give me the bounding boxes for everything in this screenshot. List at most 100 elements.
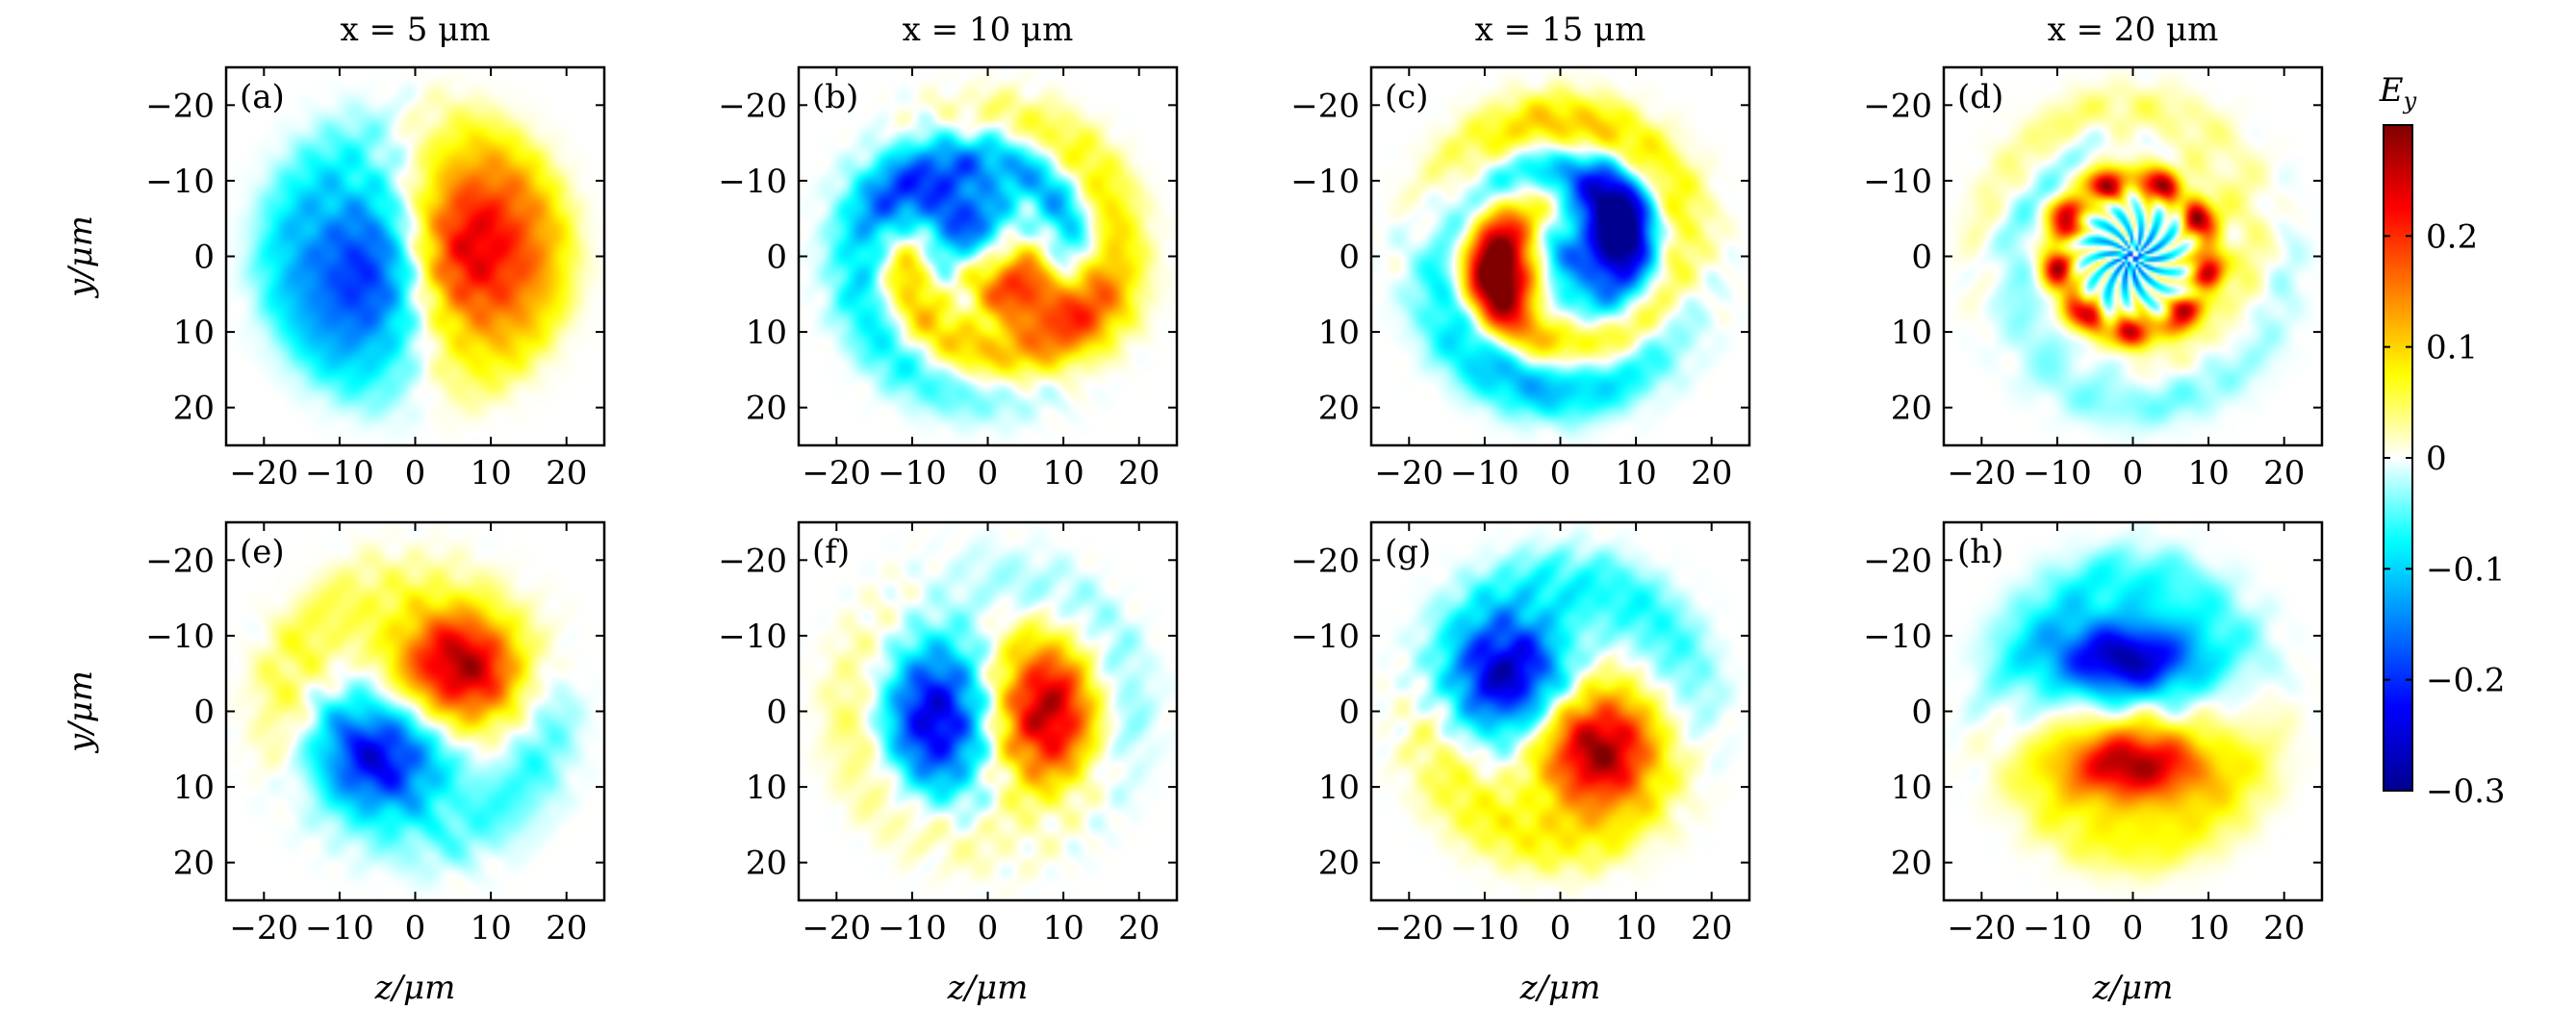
y-tick-label: −10 [1290, 163, 1360, 201]
y-tick-label: −10 [1290, 618, 1360, 656]
y-tick-label: −20 [1290, 542, 1360, 580]
colorbar-tick-label: 0.2 [2426, 217, 2478, 256]
x-tick-label: 20 [2263, 454, 2305, 492]
y-tick-label: 10 [746, 769, 787, 807]
x-tick-label: −10 [878, 454, 947, 492]
y-tick-label: −10 [1863, 618, 1932, 656]
panel-label: (g) [1385, 533, 1431, 571]
y-tick-label: −20 [145, 542, 215, 580]
x-tick-label: 10 [1615, 454, 1656, 492]
y-tick-label: 0 [193, 239, 215, 277]
x-tick-label: 20 [1691, 454, 1732, 492]
y-axis-label: y/μm [62, 215, 100, 299]
heatmap-image [1371, 67, 1749, 445]
y-tick-label: −10 [718, 163, 787, 201]
panel-label: (e) [240, 533, 285, 571]
y-tick-label: 0 [193, 694, 215, 732]
y-tick-label: −10 [1863, 163, 1932, 201]
x-tick-label: 10 [470, 909, 511, 947]
colorbar-tick-label: 0 [2426, 440, 2447, 478]
y-tick-label: −20 [718, 87, 787, 125]
y-tick-label: 0 [1339, 694, 1360, 732]
column-title: x = 15 μm [1475, 11, 1646, 49]
panel-label: (b) [812, 78, 858, 116]
y-tick-label: 20 [1891, 845, 1932, 883]
colorbar-tick-label: 0.1 [2426, 329, 2478, 367]
x-tick-label: 0 [1550, 454, 1571, 492]
y-tick-label: 10 [746, 314, 787, 352]
y-tick-label: −20 [718, 542, 787, 580]
heatmap-image [226, 522, 604, 900]
y-tick-label: 0 [1339, 239, 1360, 277]
x-axis-label: z/μm [374, 969, 456, 1007]
colorbar-tick-label: −0.2 [2426, 662, 2506, 700]
panel-label: (c) [1385, 78, 1429, 116]
y-tick-label: −10 [145, 163, 215, 201]
colorbar-label: Ey [2379, 71, 2417, 114]
y-axis-label: y/μm [62, 670, 100, 754]
y-tick-label: 0 [1911, 239, 1932, 277]
x-tick-label: 0 [405, 909, 426, 947]
column-title: x = 20 μm [2048, 11, 2219, 49]
x-tick-label: 20 [546, 909, 587, 947]
y-tick-label: −20 [1863, 87, 1932, 125]
x-tick-label: −10 [1450, 454, 1519, 492]
y-tick-label: 20 [1891, 390, 1932, 428]
x-tick-label: −20 [802, 909, 871, 947]
y-tick-label: 10 [1318, 314, 1360, 352]
y-tick-label: 20 [1318, 390, 1360, 428]
y-tick-label: 0 [766, 694, 787, 732]
x-tick-label: 10 [1042, 454, 1084, 492]
heatmap-image [1371, 522, 1749, 900]
x-tick-label: −10 [878, 909, 947, 947]
x-tick-label: 20 [1118, 454, 1160, 492]
x-tick-label: 0 [978, 909, 999, 947]
x-tick-label: −10 [305, 454, 374, 492]
x-tick-label: 10 [2187, 454, 2229, 492]
panel-label: (f) [812, 533, 850, 571]
panel-label: (a) [240, 78, 285, 116]
x-tick-label: 0 [978, 454, 999, 492]
x-tick-label: 20 [546, 454, 587, 492]
heatmap-image [1944, 522, 2322, 900]
x-axis-label: z/μm [947, 969, 1029, 1007]
y-tick-label: 10 [1891, 769, 1932, 807]
x-tick-label: 0 [405, 454, 426, 492]
x-tick-label: 20 [1691, 909, 1732, 947]
y-tick-label: −10 [718, 618, 787, 656]
x-tick-label: −20 [1947, 909, 2016, 947]
heatmap-image [226, 67, 604, 445]
y-tick-label: 10 [1318, 769, 1360, 807]
colorbar-tick-label: −0.3 [2426, 772, 2506, 811]
x-tick-label: −20 [802, 454, 871, 492]
y-tick-label: 10 [1891, 314, 1932, 352]
y-tick-label: 10 [173, 314, 215, 352]
x-axis-label: z/μm [2092, 969, 2174, 1007]
y-tick-label: −10 [145, 618, 215, 656]
x-tick-label: −10 [2023, 454, 2092, 492]
y-tick-label: 0 [1911, 694, 1932, 732]
x-tick-label: 0 [2123, 909, 2144, 947]
y-tick-label: 10 [173, 769, 215, 807]
heatmap-image [799, 522, 1177, 900]
y-tick-label: 20 [173, 845, 215, 883]
y-tick-label: −20 [145, 87, 215, 125]
column-title: x = 5 μm [340, 11, 490, 49]
colorbar: 0.2 0.1 0 −0.1 −0.2 −0.3 Ey [2379, 71, 2506, 811]
y-tick-label: 20 [1318, 845, 1360, 883]
panel-label: (h) [1957, 533, 2003, 571]
panel-label: (d) [1957, 78, 2003, 116]
y-tick-label: −20 [1863, 542, 1932, 580]
x-tick-label: 0 [1550, 909, 1571, 947]
column-title: x = 10 μm [903, 11, 1074, 49]
x-tick-label: −20 [229, 909, 298, 947]
